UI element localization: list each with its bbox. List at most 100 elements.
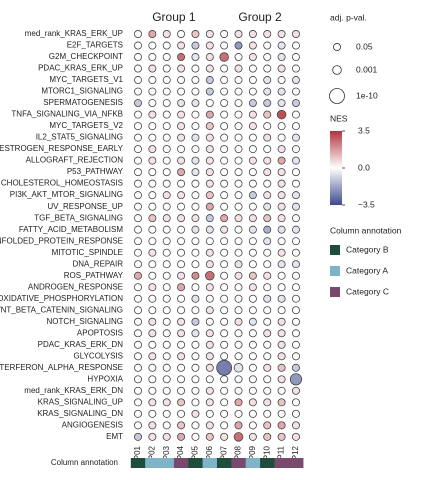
annotation-cell xyxy=(159,458,175,468)
dot xyxy=(162,294,171,303)
dot xyxy=(248,133,257,142)
dot xyxy=(148,76,157,85)
row-label: MITOTIC_SPINDLE xyxy=(52,248,123,257)
dot xyxy=(220,306,229,315)
dot xyxy=(263,237,272,246)
dot xyxy=(205,283,214,292)
dot xyxy=(148,421,157,430)
color-tick-label: 3.5 xyxy=(358,125,370,135)
dot xyxy=(205,156,214,165)
dot xyxy=(134,179,142,188)
column-label: P03 xyxy=(162,445,171,460)
color-legend-title: NES xyxy=(330,113,348,123)
dot xyxy=(248,225,257,234)
dot xyxy=(134,317,142,326)
row-label: PDAC_KRAS_ERK_UP xyxy=(38,64,123,73)
dot xyxy=(234,30,243,38)
row-label: INTERFERON_ALPHA_RESPONSE xyxy=(0,363,123,372)
dot xyxy=(248,168,257,177)
dot xyxy=(220,64,229,73)
dot xyxy=(191,237,200,246)
dot xyxy=(291,386,300,395)
size-legend-title: adj. p-val. xyxy=(330,12,367,22)
dot xyxy=(220,386,229,395)
dot xyxy=(220,271,229,280)
dot xyxy=(291,110,300,119)
dot xyxy=(134,145,142,154)
dot xyxy=(162,386,171,395)
dot xyxy=(220,41,229,50)
dot xyxy=(191,421,200,430)
annotation-cell xyxy=(188,458,203,468)
row-label: HYPOXIA xyxy=(87,374,123,383)
row-label: TGF_BETA_SIGNALING xyxy=(34,213,123,222)
annotation-cell xyxy=(202,458,218,468)
dot xyxy=(291,122,300,131)
dot xyxy=(291,156,300,165)
dot xyxy=(263,145,272,154)
dot xyxy=(263,398,272,407)
dot xyxy=(177,225,186,234)
dot xyxy=(134,156,142,165)
annotation-swatch xyxy=(330,266,340,276)
dot xyxy=(220,409,229,418)
dot xyxy=(291,421,300,430)
size-legend-label: 0.001 xyxy=(356,64,378,74)
row-label: MYC_TARGETS_V1 xyxy=(49,75,123,84)
dot xyxy=(205,421,214,430)
dot xyxy=(291,352,300,361)
dot xyxy=(248,214,257,223)
dot xyxy=(291,179,300,188)
row-label: TNFA_SIGNALING_VIA_NFKB xyxy=(11,110,123,119)
row-label: PDAC_KRAS_ERK_DN xyxy=(38,340,124,349)
dot xyxy=(277,214,286,223)
dot xyxy=(248,41,257,50)
dot xyxy=(263,133,272,142)
dot xyxy=(162,421,171,430)
dot xyxy=(291,260,300,269)
dot xyxy=(277,179,286,188)
annotation-cell xyxy=(288,458,304,468)
dot xyxy=(134,168,142,177)
dot xyxy=(291,409,300,418)
dot xyxy=(148,110,157,119)
dot xyxy=(205,432,214,441)
dot xyxy=(191,294,200,303)
row-label: P53_PATHWAY xyxy=(67,167,124,176)
dot xyxy=(248,375,257,384)
dot xyxy=(191,168,200,177)
dot xyxy=(148,214,157,223)
dot xyxy=(134,329,142,338)
dot xyxy=(148,99,157,108)
dot xyxy=(248,432,257,441)
dot xyxy=(234,191,243,200)
dot xyxy=(134,386,142,395)
dot xyxy=(277,87,286,96)
dot xyxy=(220,110,229,119)
dot xyxy=(234,329,243,338)
dot xyxy=(248,30,257,38)
dot xyxy=(134,191,142,200)
dot xyxy=(134,202,142,211)
dot xyxy=(177,363,186,372)
annotation-cell xyxy=(173,458,189,468)
dot xyxy=(234,53,243,62)
dot xyxy=(234,271,243,280)
size-legend-dot xyxy=(333,43,341,51)
dot xyxy=(148,398,157,407)
dot xyxy=(191,145,200,154)
row-label: GLYCOLYSIS xyxy=(74,351,124,360)
dot xyxy=(220,99,229,108)
dot xyxy=(162,283,171,292)
annotation-legend-label: Category B xyxy=(346,244,389,254)
dot xyxy=(134,225,142,234)
dot xyxy=(205,64,214,73)
dot xyxy=(277,432,286,441)
dot xyxy=(220,122,229,131)
dot xyxy=(205,53,214,62)
dot xyxy=(162,202,171,211)
dot xyxy=(177,133,186,142)
dot xyxy=(205,306,214,315)
dot xyxy=(148,306,157,315)
